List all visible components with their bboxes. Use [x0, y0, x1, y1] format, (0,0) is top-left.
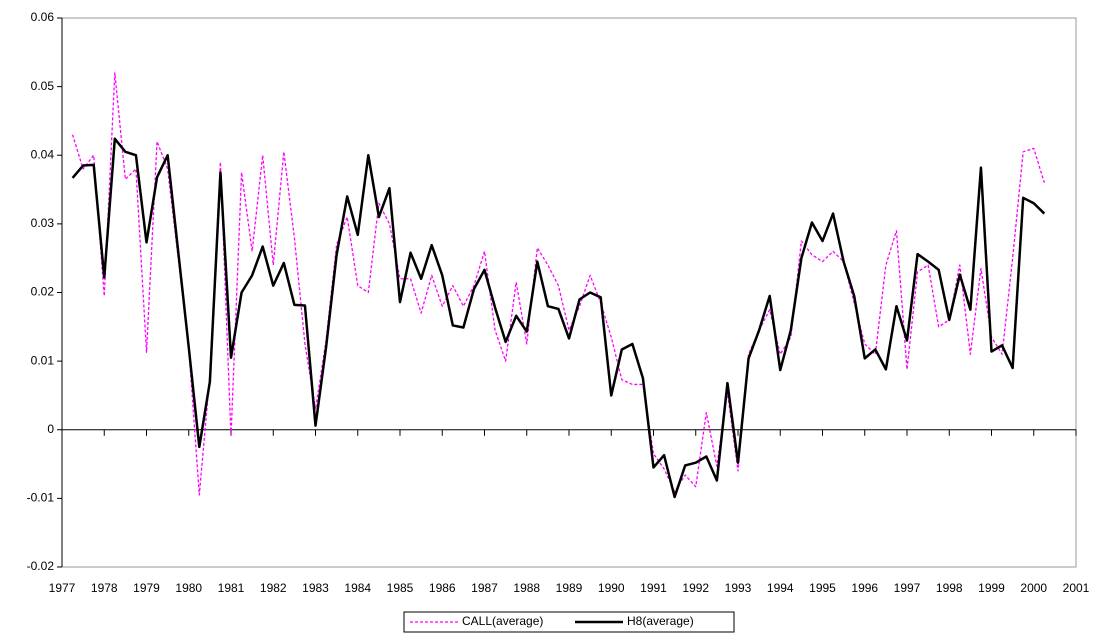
x-tick-label: 1994 — [767, 581, 794, 595]
x-tick-label: 2001 — [1063, 581, 1090, 595]
y-tick-label: 0.05 — [31, 79, 55, 93]
x-tick-label: 1993 — [725, 581, 752, 595]
legend-box — [403, 611, 735, 633]
y-tick-label: 0.02 — [31, 285, 55, 299]
series-line — [71, 72, 1045, 496]
x-tick-label: 1981 — [218, 581, 245, 595]
y-tick-label: 0.03 — [31, 216, 55, 230]
legend-label: H8(average) — [627, 614, 694, 628]
x-tick-label: 1978 — [91, 581, 118, 595]
y-tick-label: 0.06 — [31, 10, 55, 24]
x-tick-label: 1982 — [260, 581, 287, 595]
x-tick-label: 1985 — [387, 581, 414, 595]
x-tick-label: 1980 — [175, 581, 202, 595]
y-tick-label: -0.01 — [27, 491, 55, 505]
x-tick-label: 1983 — [302, 581, 329, 595]
x-tick-label: 1987 — [471, 581, 498, 595]
y-tick-label: 0 — [47, 422, 54, 436]
x-tick-label: 1992 — [682, 581, 709, 595]
x-tick-label: 1986 — [429, 581, 456, 595]
x-tick-label: 1988 — [513, 581, 540, 595]
x-tick-label: 1989 — [556, 581, 583, 595]
x-tick-label: 1991 — [640, 581, 667, 595]
x-tick-label: 1979 — [133, 581, 160, 595]
x-tick-label: 1977 — [49, 581, 76, 595]
x-tick-label: 1996 — [851, 581, 878, 595]
x-tick-label: 1997 — [894, 581, 921, 595]
y-tick-label: -0.02 — [27, 559, 55, 573]
y-tick-label: 0.01 — [31, 353, 55, 367]
series-line — [71, 137, 1046, 499]
legend: CALL(average) H8(average) — [403, 611, 735, 633]
y-tick-label: 0.04 — [31, 147, 55, 161]
x-tick-label: 1990 — [598, 581, 625, 595]
x-tick-label: 1995 — [809, 581, 836, 595]
legend-label: CALL(average) — [462, 614, 543, 628]
x-tick-label: 1999 — [978, 581, 1005, 595]
x-tick-label: 1998 — [936, 581, 963, 595]
x-tick-label: 2000 — [1020, 581, 1047, 595]
x-tick-label: 1984 — [344, 581, 371, 595]
